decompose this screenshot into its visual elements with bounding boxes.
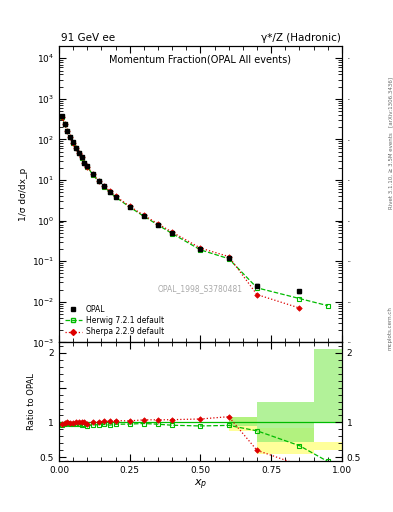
Y-axis label: Ratio to OPAL: Ratio to OPAL xyxy=(27,373,35,430)
Text: γ*/Z (Hadronic): γ*/Z (Hadronic) xyxy=(261,33,341,44)
X-axis label: $x_p$: $x_p$ xyxy=(194,477,207,492)
Text: Momentum Fraction(OPAL All events): Momentum Fraction(OPAL All events) xyxy=(109,55,292,65)
Legend: OPAL, Herwig 7.2.1 default, Sherpa 2.2.9 default: OPAL, Herwig 7.2.1 default, Sherpa 2.2.9… xyxy=(63,302,166,338)
Text: Rivet 3.1.10, ≥ 3.5M events   [arXiv:1306.3436]: Rivet 3.1.10, ≥ 3.5M events [arXiv:1306.… xyxy=(388,77,393,209)
Text: 91 GeV ee: 91 GeV ee xyxy=(61,33,115,44)
Y-axis label: 1/σ dσ/dx_p: 1/σ dσ/dx_p xyxy=(18,167,28,221)
Text: mcplots.cern.ch: mcplots.cern.ch xyxy=(387,306,393,350)
Text: OPAL_1998_S3780481: OPAL_1998_S3780481 xyxy=(158,285,243,293)
